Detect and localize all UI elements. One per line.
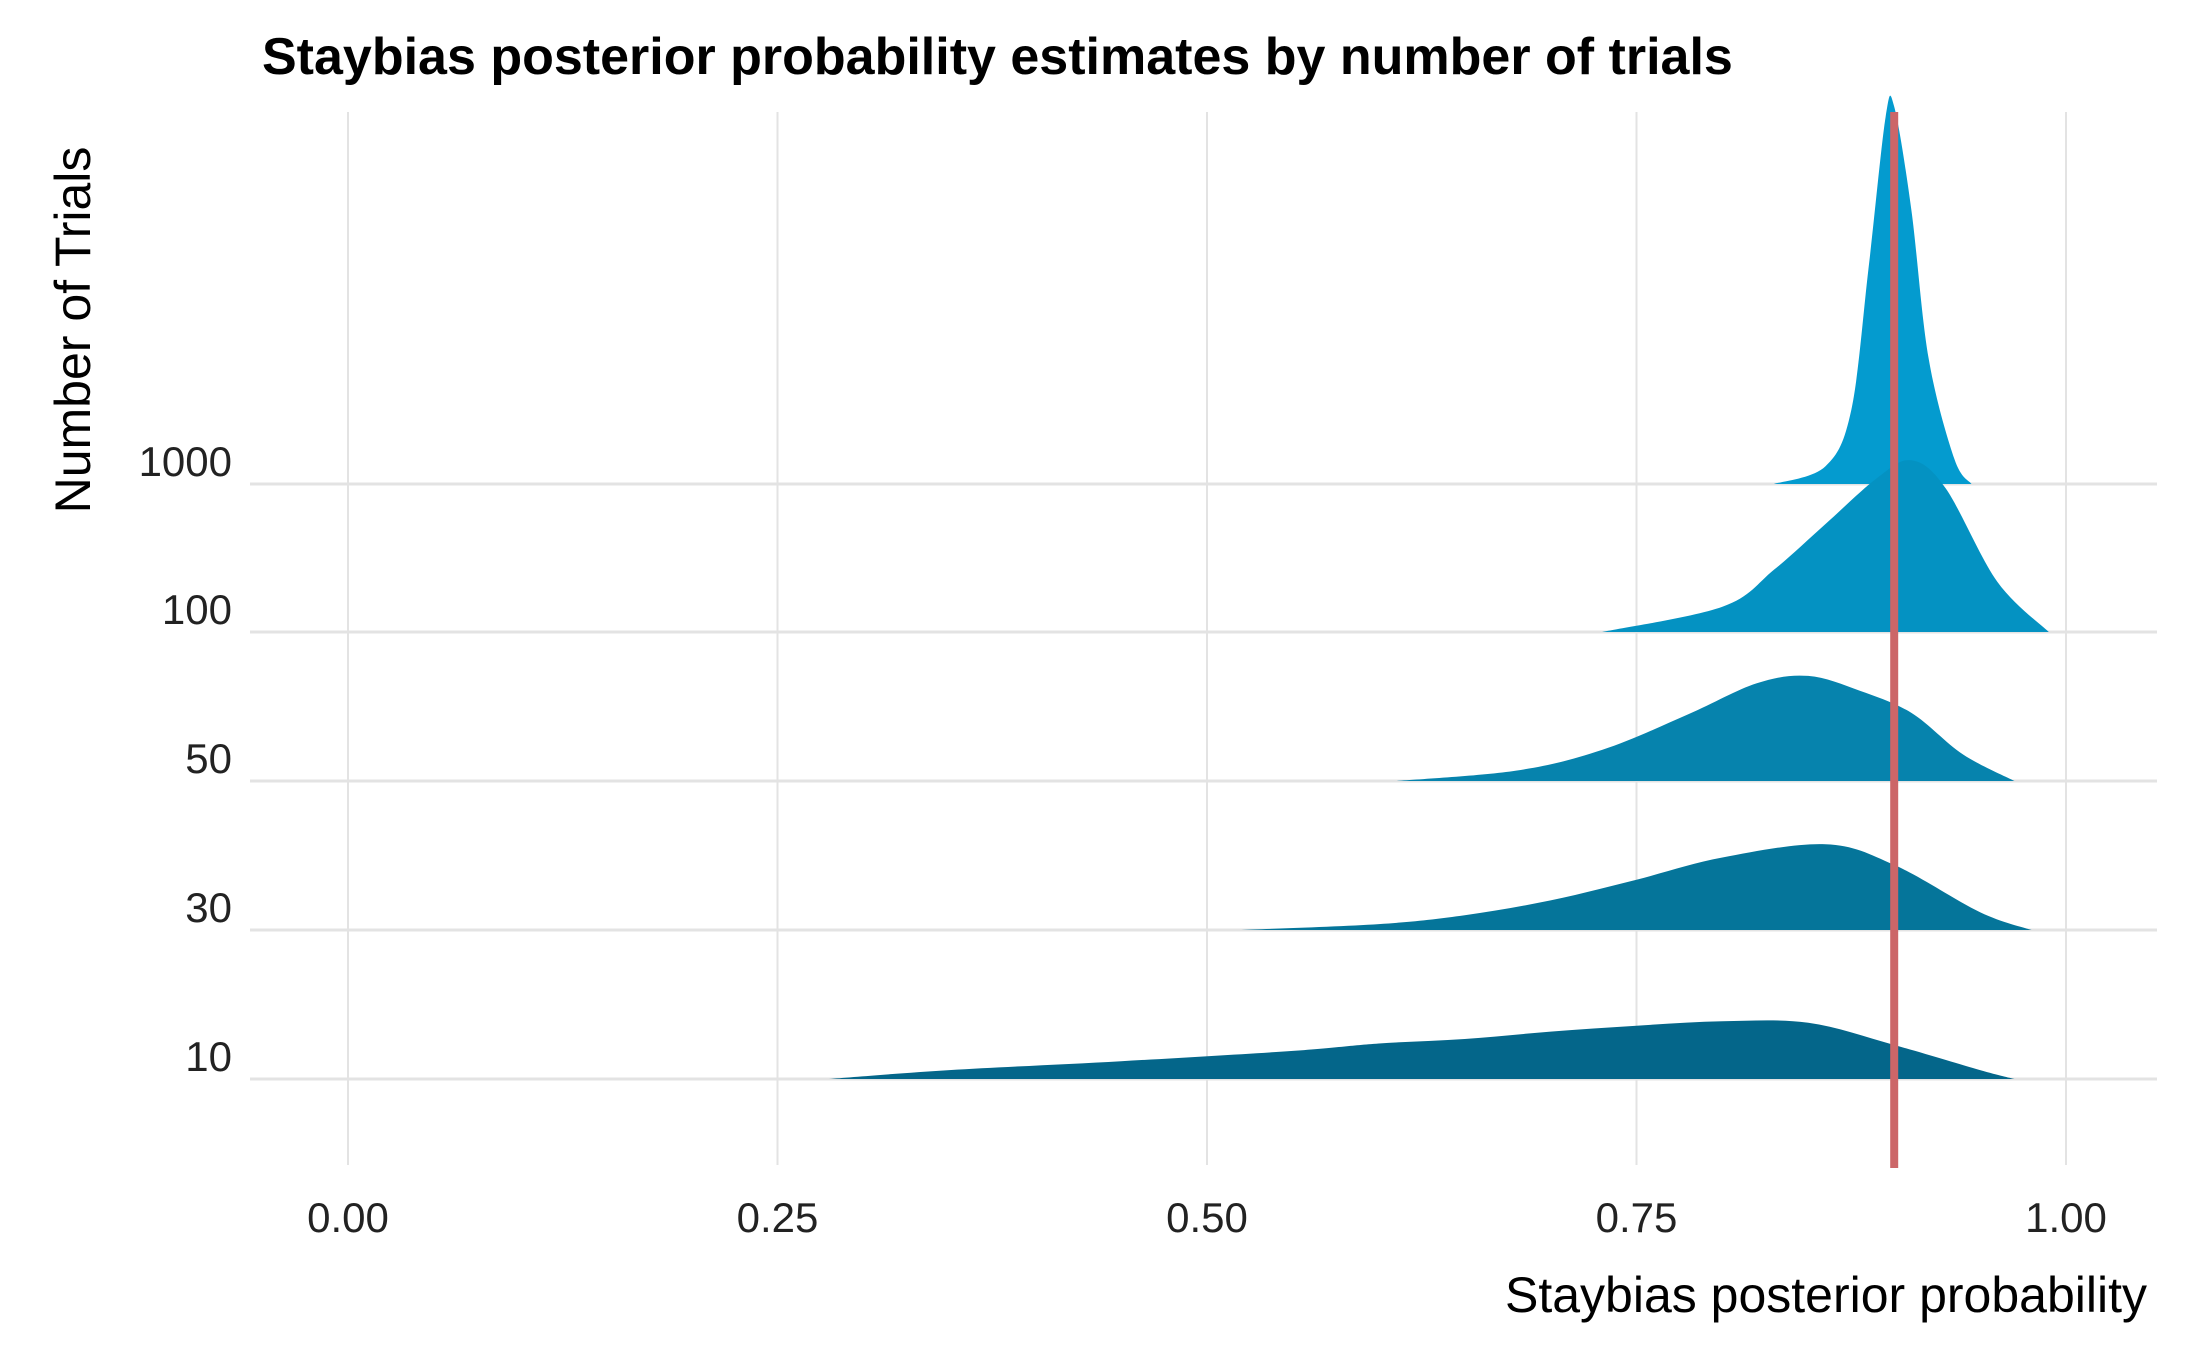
density-ridge-50 <box>1396 675 2015 781</box>
y-tick-label: 50 <box>185 735 232 782</box>
y-axis-title: Number of Trials <box>45 147 101 514</box>
density-ridge-10 <box>829 1020 2015 1079</box>
density-ridges <box>829 95 2049 1079</box>
x-tick-label: 0.75 <box>1596 1194 1678 1241</box>
y-axis-tick-labels: 10 30 50 100 1000 <box>139 438 232 1080</box>
x-tick-label: 1.00 <box>2025 1194 2107 1241</box>
chart-title: Staybias posterior probability estimates… <box>262 28 1733 86</box>
y-tick-label: 10 <box>185 1033 232 1080</box>
x-tick-label: 0.25 <box>737 1194 819 1241</box>
y-tick-label: 1000 <box>139 438 232 485</box>
density-ridge-1000 <box>1773 95 1972 485</box>
y-tick-label: 30 <box>185 884 232 931</box>
x-tick-label: 0.00 <box>307 1194 389 1241</box>
x-axis-title: Staybias posterior probability <box>1505 1267 2147 1323</box>
x-axis-tick-labels: 0.00 0.25 0.50 0.75 1.00 <box>307 1194 2107 1241</box>
y-tick-label: 100 <box>162 586 232 633</box>
vertical-gridlines <box>347 112 2067 1165</box>
x-tick-label: 0.50 <box>1166 1194 1248 1241</box>
density-ridge-100 <box>1602 460 2049 632</box>
density-ridge-30 <box>1241 844 2032 930</box>
